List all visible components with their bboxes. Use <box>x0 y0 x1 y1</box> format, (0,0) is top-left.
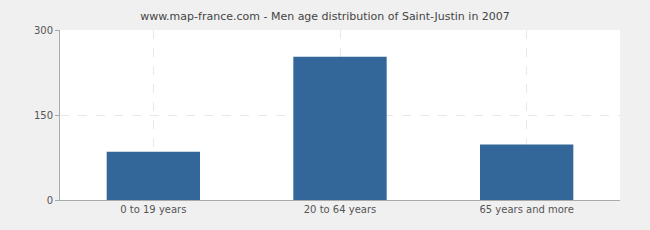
svg-text:0: 0 <box>47 195 53 206</box>
svg-text:300: 300 <box>34 25 53 36</box>
svg-text:65 years and more: 65 years and more <box>479 204 574 215</box>
svg-text:www.map-france.com - Men age d: www.map-france.com - Men age distributio… <box>140 10 510 23</box>
svg-text:20 to 64 years: 20 to 64 years <box>304 204 377 215</box>
svg-text:150: 150 <box>34 110 53 121</box>
svg-text:0 to 19 years: 0 to 19 years <box>120 204 186 215</box>
